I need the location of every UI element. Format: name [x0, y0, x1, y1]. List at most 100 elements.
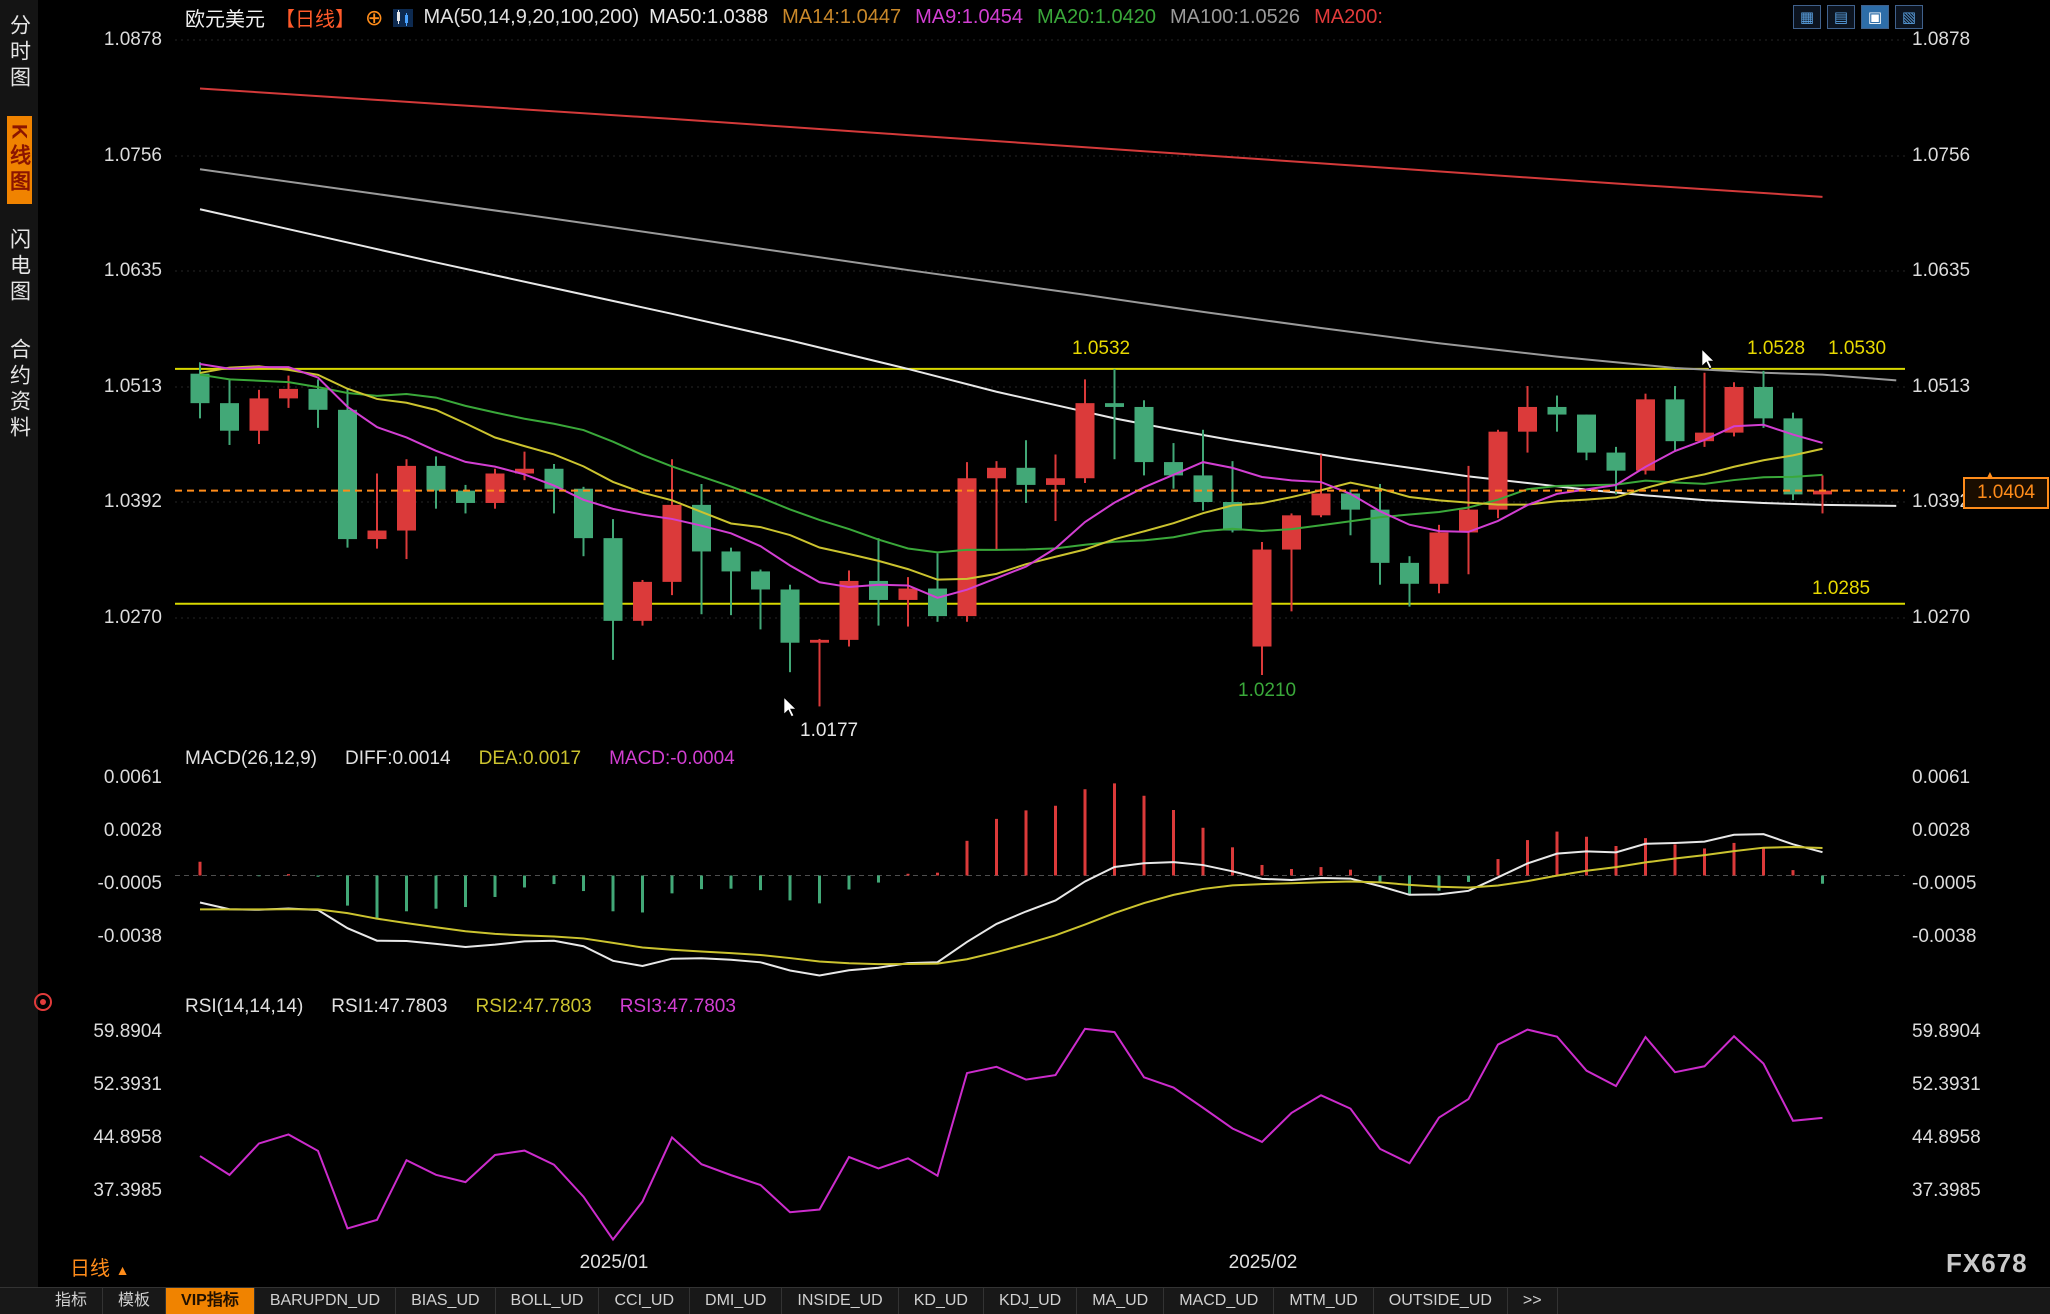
candle-body [190, 373, 210, 404]
candle-body [898, 588, 918, 600]
tab-BARUPDN_UD[interactable]: BARUPDN_UD [255, 1288, 397, 1314]
tab-DMI_UD[interactable]: DMI_UD [690, 1288, 783, 1314]
candle-body [397, 465, 416, 531]
watermark: FX678 [1946, 1248, 2028, 1278]
candle-body [1724, 386, 1744, 433]
timeframe-dropdown[interactable]: 日线 ▲ [70, 1252, 129, 1281]
candle-body [721, 551, 741, 572]
candle-body [751, 571, 770, 590]
rsi-header-label: RSI2:47.7803 [475, 996, 592, 1017]
candle-body [279, 388, 298, 399]
candle-body [1459, 509, 1478, 533]
sidebar-item-kline-active[interactable]: K线图 [6, 116, 32, 205]
candle-body [338, 409, 357, 540]
sidebar-item-tab[interactable]: 合约资料 [7, 338, 31, 443]
tab-INSIDE_UD[interactable]: INSIDE_UD [782, 1288, 899, 1314]
long-ma-lines [199, 87, 1897, 507]
tab-BIAS_UD[interactable]: BIAS_UD [396, 1288, 496, 1314]
symbol-name: 欧元美元 [185, 9, 265, 31]
layout-single-icon[interactable]: ▣ [1861, 5, 1889, 29]
tab-CCI_UD[interactable]: CCI_UD [599, 1288, 691, 1314]
chart-header: 欧元美元 【日线】 ⊕ MA(50,14,9,20,100,200) MA50:… [185, 3, 1397, 32]
macd-header: MACD(26,12,9) DIFF:0.0014 DEA:0.0017 MACD:-… [185, 748, 735, 770]
short-ma-lines [199, 362, 1823, 599]
tab->>[interactable]: >> [1508, 1288, 1558, 1314]
rsi-header: RSI(14,14,14) RSI1:47.7803 RSI2:47.7803 RSI… [185, 996, 736, 1018]
tab-模板[interactable]: 模板 [103, 1288, 167, 1314]
candle-body [515, 468, 534, 474]
layout-rows-icon[interactable]: ▤ [1827, 5, 1855, 29]
rsi-header-label: RSI3:47.7803 [619, 996, 736, 1017]
candle-body [1665, 399, 1685, 442]
tab-MACD_UD[interactable]: MACD_UD [1164, 1288, 1275, 1314]
candle-body [1046, 478, 1065, 485]
candle-body [1252, 549, 1272, 647]
candle-body [1223, 502, 1242, 531]
add-indicator-icon[interactable]: ⊕ [365, 4, 384, 30]
candle-body [1164, 462, 1183, 476]
tab-指标[interactable]: 指标 [40, 1288, 104, 1314]
candle-body [426, 465, 446, 491]
layout-window-icon[interactable]: ▧ [1895, 5, 1923, 29]
ma-value-label: MA100:1.0526 [1169, 6, 1301, 28]
sidebar-item-tab[interactable]: 闪电图 [7, 228, 31, 307]
candle-body [1370, 509, 1390, 563]
rsi-line [199, 1027, 1823, 1242]
candle-body [1311, 493, 1331, 516]
candle-body [957, 478, 977, 617]
candle-body [1193, 475, 1213, 503]
kline-icon [393, 8, 414, 28]
ma-settings-label[interactable]: MA(50,14,9,20,100,200) [423, 6, 640, 28]
candle-body [367, 530, 387, 540]
rsi-header-label: RSI(14,14,14) [185, 996, 304, 1017]
indicator-tab-bar: 指标 模板 VIP指标 BARUPDN_UD BIAS_UD BOLL_UD CCI_UD D… [0, 1287, 2050, 1314]
candle-body [662, 504, 682, 582]
candle-body [220, 403, 239, 431]
x-axis-label-jan: 2025/01 [579, 1252, 649, 1273]
candle-body [1813, 490, 1832, 495]
period-tag: 【日线】 [275, 9, 355, 31]
tab-KDJ_UD[interactable]: KDJ_UD [984, 1288, 1078, 1314]
key-level-lines [175, 367, 1905, 605]
tab-MTM_UD[interactable]: MTM_UD [1274, 1288, 1374, 1314]
macd-histogram [198, 783, 1824, 920]
ma-value-label: MA50:1.0388 [649, 6, 769, 28]
ma-value-label: MA20:1.0420 [1036, 6, 1156, 28]
candle-body [1547, 406, 1567, 415]
candle-body [1400, 562, 1419, 584]
candles [190, 362, 1832, 707]
candle-body [1075, 403, 1095, 479]
candle-body [1016, 467, 1036, 485]
candle-body [810, 639, 829, 643]
candle-body [1606, 452, 1626, 471]
candle-body [1754, 386, 1773, 419]
candle-body [987, 467, 1006, 479]
candle-body [308, 388, 328, 410]
tab-OUTSIDE_UD[interactable]: OUTSIDE_UD [1374, 1288, 1508, 1314]
candle-body [1488, 431, 1508, 510]
rsi-header-label: RSI1:47.7803 [331, 996, 448, 1017]
candle-body [1577, 414, 1596, 453]
target-icon[interactable] [34, 993, 52, 1011]
candle-body [1282, 515, 1301, 550]
tab-KD_UD[interactable]: KD_UD [899, 1288, 984, 1314]
tab-BOLL_UD[interactable]: BOLL_UD [496, 1288, 600, 1314]
ma-value-label: MA200: [1314, 6, 1383, 28]
macd-header-label: MACD:-0.0004 [609, 748, 735, 769]
sidebar: 分时图 K线图闪电图合约资料 [0, 0, 38, 1314]
macd-lines [199, 833, 1823, 977]
x-axis-label-feb: 2025/02 [1228, 1252, 1298, 1273]
sidebar-item-tab[interactable]: 分时图 [7, 14, 31, 92]
last-price-box: 1.0404 [1963, 477, 2049, 509]
ma-value-label: MA14:1.0447 [782, 6, 902, 28]
chevron-up-icon: ▲ [115, 1262, 130, 1278]
ma-values: MA50:1.0388 MA14:1.0447 MA9:1.0454 MA20:1.0… [649, 6, 1397, 29]
candle-body [928, 588, 947, 617]
candle-body [1341, 493, 1360, 510]
cursor-arrow-marker [1701, 348, 1716, 370]
candle-body [456, 490, 475, 503]
tab-VIP指标[interactable]: VIP指标 [166, 1288, 255, 1314]
layout-grid-icon[interactable]: ▦ [1793, 5, 1821, 29]
tab-MA_UD[interactable]: MA_UD [1077, 1288, 1165, 1314]
